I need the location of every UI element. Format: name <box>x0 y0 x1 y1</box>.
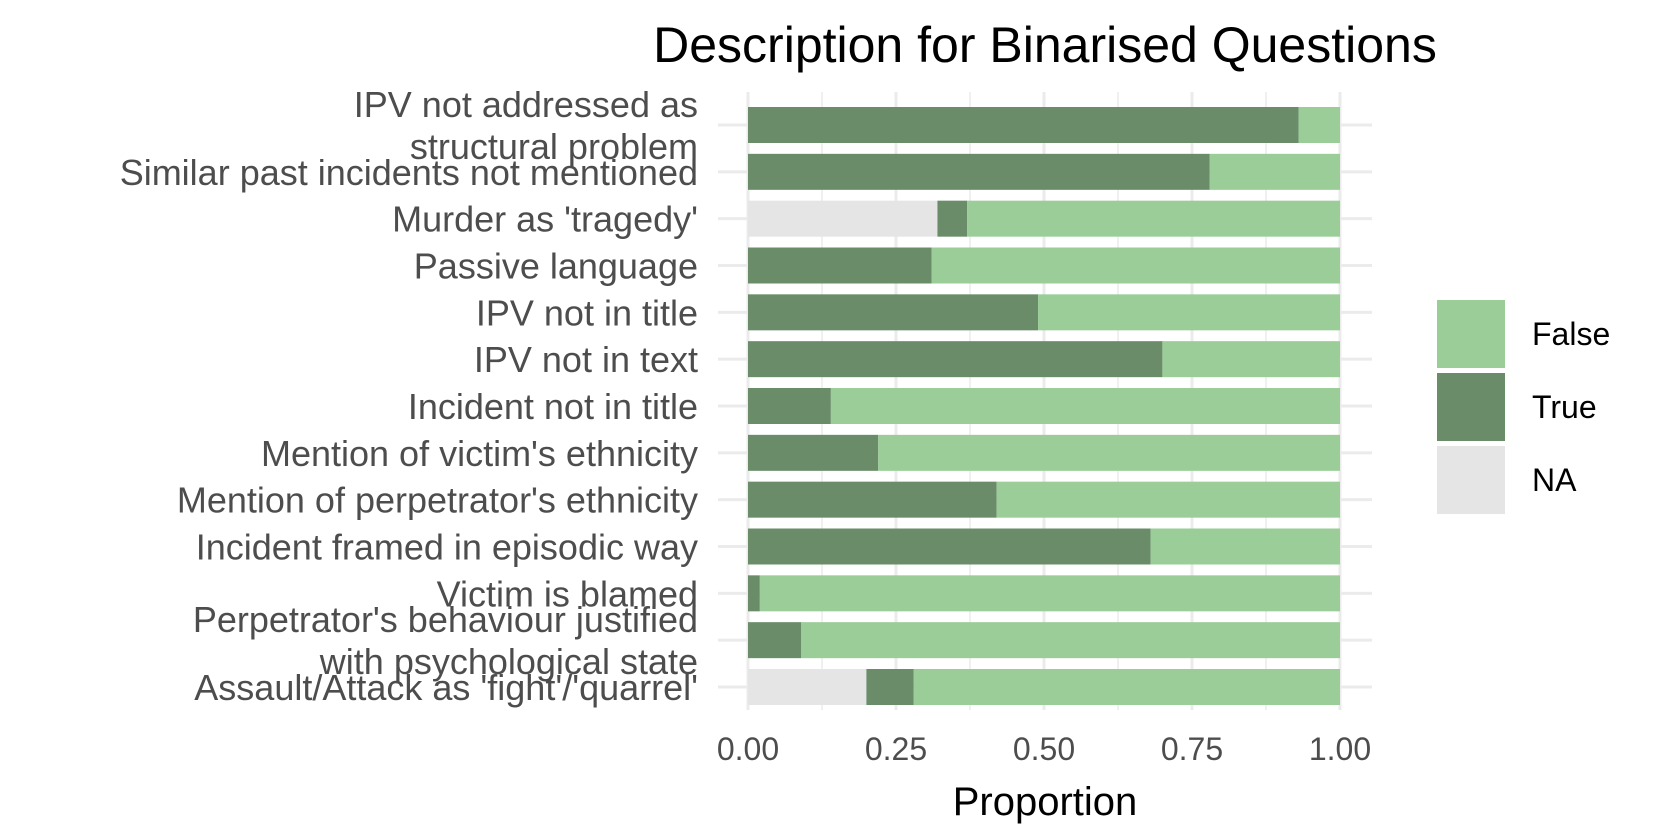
bar-na-12 <box>748 669 867 705</box>
legend-key-true <box>1437 373 1505 441</box>
bar-true-9 <box>748 528 1151 565</box>
y-tick-label: Incident framed in episodic way <box>196 527 698 568</box>
bar-true-5 <box>748 341 1163 378</box>
bar-false-12 <box>913 669 1340 705</box>
bar-true-0 <box>748 107 1299 143</box>
bar-true-11 <box>748 622 802 659</box>
bar-false-7 <box>878 434 1340 471</box>
bar-false-4 <box>1038 294 1340 331</box>
bar-true-2 <box>937 200 968 237</box>
y-axis-labels: IPV not addressed as structural problemSi… <box>120 84 698 708</box>
bar-true-12 <box>866 669 914 705</box>
bar-false-5 <box>1162 341 1340 378</box>
x-tick-label: 1.00 <box>1309 731 1371 767</box>
legend-key-na <box>1437 446 1505 514</box>
chart-title: Description for Binarised Questions <box>653 17 1437 73</box>
x-tick-label: 0.50 <box>1013 731 1075 767</box>
legend-label-na: NA <box>1532 462 1577 498</box>
y-tick-label: Perpetrator's behaviour justified with ps… <box>193 599 698 682</box>
bar-true-3 <box>748 247 932 284</box>
x-axis-label: Proportion <box>953 780 1138 824</box>
legend: False True NA <box>1437 300 1610 514</box>
bar-false-6 <box>830 388 1340 424</box>
y-tick-label: IPV not addressed as structural problem <box>354 84 698 167</box>
bar-true-4 <box>748 294 1039 331</box>
bar-na-2 <box>748 200 938 237</box>
bar-false-9 <box>1150 528 1340 565</box>
x-tick-label: 0.75 <box>1161 731 1223 767</box>
y-tick-label: Similar past incidents not mentioned <box>120 152 698 193</box>
y-tick-label: Passive language <box>414 246 698 287</box>
legend-label-false: False <box>1532 316 1610 352</box>
y-tick-label: IPV not in title <box>476 292 698 333</box>
y-tick-label: Mention of perpetrator's ethnicity <box>177 480 698 521</box>
x-axis-ticks: 0.00 0.25 0.50 0.75 1.00 <box>717 731 1371 767</box>
y-tick-label: IPV not in text <box>474 339 698 380</box>
x-tick-label: 0.25 <box>865 731 927 767</box>
bar-false-0 <box>1298 107 1340 143</box>
bar-false-2 <box>967 200 1340 237</box>
y-tick-label: Murder as 'tragedy' <box>392 199 698 240</box>
bar-false-10 <box>759 575 1340 612</box>
bars-group <box>748 107 1340 705</box>
bar-true-10 <box>748 575 760 612</box>
bar-false-8 <box>996 481 1340 518</box>
bar-false-3 <box>931 247 1340 284</box>
bar-false-1 <box>1209 153 1340 190</box>
bar-true-6 <box>748 388 831 424</box>
bar-true-7 <box>748 434 879 471</box>
legend-key-false <box>1437 300 1505 368</box>
bar-true-1 <box>748 153 1210 190</box>
y-tick-label: Assault/Attack as 'fight'/'quarrel' <box>194 667 698 708</box>
y-tick-label: Mention of victim's ethnicity <box>261 433 698 474</box>
y-tick-label: Victim is blamed <box>437 573 698 614</box>
y-tick-label: Incident not in title <box>408 386 698 427</box>
bar-false-11 <box>801 622 1340 659</box>
legend-label-true: True <box>1532 389 1597 425</box>
bar-true-8 <box>748 481 997 518</box>
x-tick-label: 0.00 <box>717 731 779 767</box>
